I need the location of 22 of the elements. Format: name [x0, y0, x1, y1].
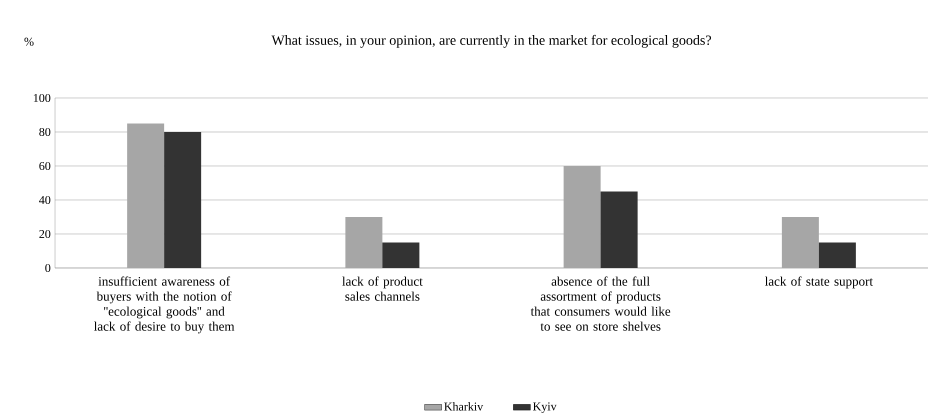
bar: [600, 191, 638, 268]
bar: [164, 132, 202, 268]
y-tick-label: 40: [39, 196, 50, 204]
y-tick-label: 100: [34, 94, 50, 102]
x-tick-label: lack of product sales channels: [342, 276, 423, 301]
y-tick-label: 80: [39, 128, 50, 136]
bar: [818, 242, 856, 268]
y-tick-label: 20: [39, 230, 50, 238]
y-tick-label: 60: [39, 162, 50, 170]
bar: [382, 242, 420, 268]
legend-label: Kharkiv: [444, 402, 484, 411]
bar: [127, 123, 164, 268]
y-axis-title: %: [24, 38, 34, 46]
x-tick-label: absence of the full assortment of products that consumers would like to see on store shelves: [530, 276, 670, 331]
x-tick-label: insufficient awareness of buyers with the notion of ''ecological goods'' and lack of desire to buy them: [94, 276, 234, 334]
bar: [345, 216, 382, 268]
legend-label: Kyiv: [532, 402, 557, 413]
x-tick-label: lack of state support: [764, 276, 873, 288]
chart-title: What issues, in your opinion, are currently in the market for ecological goods?: [271, 34, 712, 48]
bar: [564, 166, 601, 268]
bar: [782, 216, 819, 268]
y-tick-label: 0: [45, 264, 50, 272]
